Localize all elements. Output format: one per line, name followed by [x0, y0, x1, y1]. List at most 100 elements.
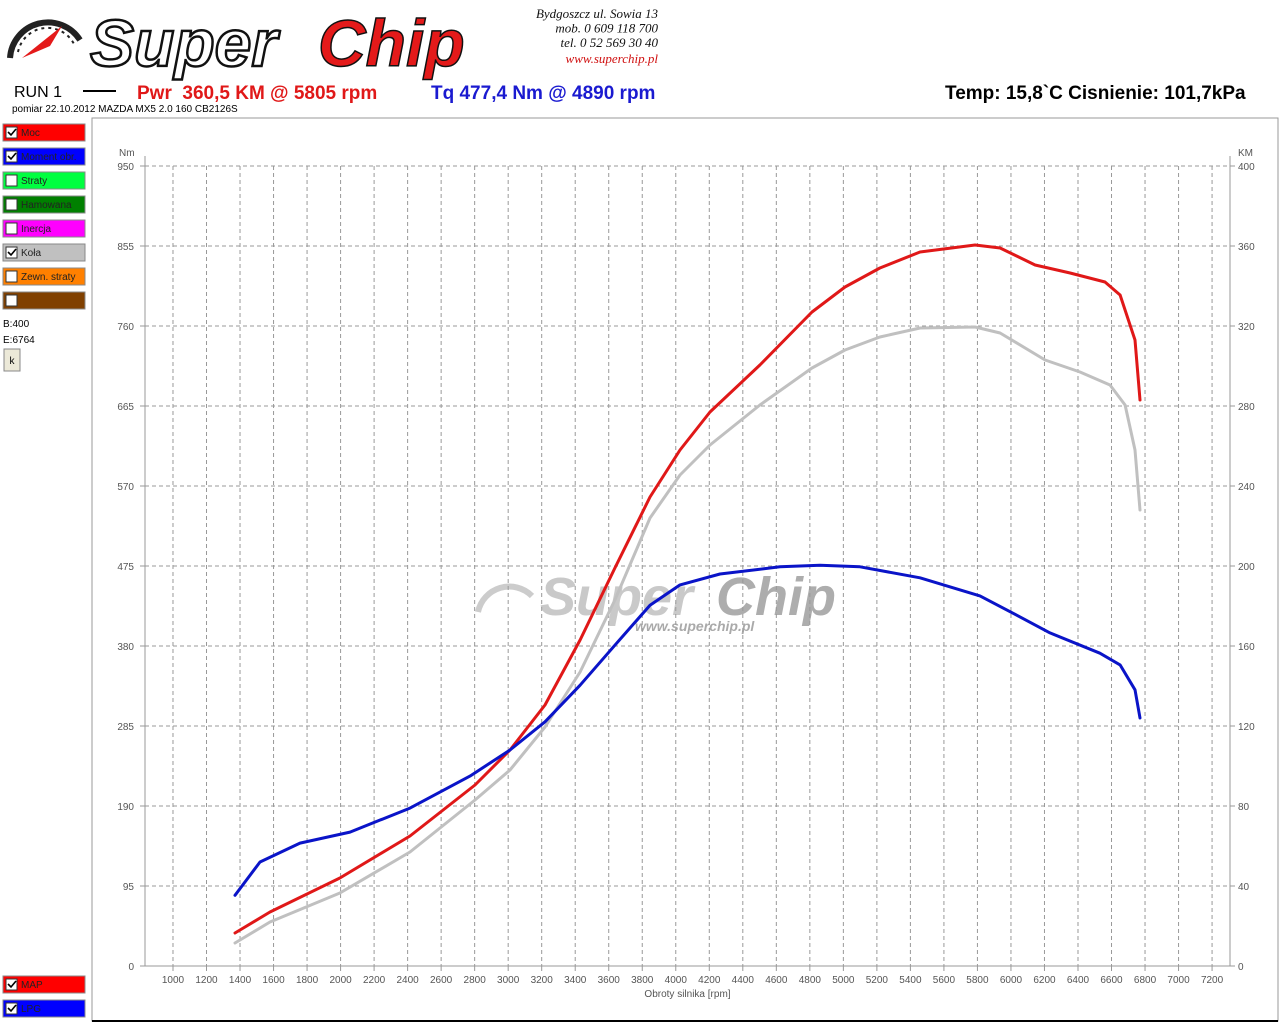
y2-tick-label: 240: [1238, 482, 1255, 493]
checkbox[interactable]: [5, 222, 18, 235]
panel-label: Straty: [21, 176, 47, 187]
y-axis-label: Nm: [119, 148, 135, 159]
checkbox[interactable]: [5, 246, 18, 259]
series-line: [233, 563, 1142, 897]
k-button[interactable]: [3, 348, 21, 372]
power-summary: Pwr 360,5 KM @ 5805 rpm: [137, 83, 377, 104]
y2-tick-label: 200: [1238, 562, 1255, 573]
y2-tick-label: 120: [1238, 722, 1255, 733]
checkbox[interactable]: [5, 198, 18, 211]
x-axis-label: Obroty silnika [rpm]: [644, 989, 730, 1000]
panel-label: Inercja: [21, 224, 51, 235]
x-tick-label: 2600: [430, 975, 453, 986]
y-tick-label: 665: [117, 402, 134, 413]
panel-label: Moc: [21, 128, 40, 139]
y2-tick-label: 360: [1238, 242, 1255, 253]
x-tick-label: 2800: [464, 975, 487, 986]
panel-swatch[interactable]: [2, 291, 86, 310]
x-tick-label: 1000: [162, 975, 185, 986]
x-tick-label: 4600: [765, 975, 788, 986]
series-line: [233, 243, 1142, 935]
y2-axis-label: KM: [1238, 148, 1253, 159]
k-button-label: k: [10, 356, 16, 367]
series-line: [233, 325, 1142, 945]
watermark-icon: [475, 583, 535, 613]
panel-label: Moment obr.: [21, 152, 77, 163]
end-label: E:6764: [3, 335, 35, 346]
torque-summary: Tq 477,4 Nm @ 4890 rpm: [431, 83, 655, 104]
logo-super: Super: [90, 6, 280, 80]
panel-swatch[interactable]: [2, 975, 86, 994]
x-tick-label: 3000: [497, 975, 520, 986]
x-tick-label: 2400: [396, 975, 419, 986]
logo-chip: Chip: [318, 6, 465, 80]
x-tick-label: 7000: [1167, 975, 1190, 986]
panel-swatch[interactable]: [2, 267, 86, 286]
y-tick-label: 570: [117, 482, 134, 493]
watermark-super: Super: [540, 567, 696, 627]
check-mark: [7, 128, 17, 137]
panel-swatch[interactable]: [2, 219, 86, 238]
x-tick-label: 5000: [832, 975, 855, 986]
x-tick-label: 5800: [966, 975, 989, 986]
x-tick-label: 3800: [631, 975, 654, 986]
x-tick-label: 6800: [1134, 975, 1157, 986]
x-tick-label: 5200: [866, 975, 889, 986]
checkbox[interactable]: [5, 978, 18, 991]
x-tick-label: 4200: [698, 975, 721, 986]
x-tick-label: 6200: [1033, 975, 1056, 986]
watermark-url: www.superchip.pl: [635, 618, 755, 634]
y-tick-label: 190: [117, 802, 134, 813]
y-tick-label: 95: [123, 882, 135, 893]
checkbox[interactable]: [5, 174, 18, 187]
y-tick-label: 380: [117, 642, 134, 653]
x-tick-label: 3200: [531, 975, 554, 986]
x-tick-label: 1600: [262, 975, 285, 986]
x-tick-label: 4400: [732, 975, 755, 986]
y2-tick-label: 40: [1238, 882, 1250, 893]
y-tick-label: 0: [128, 962, 134, 973]
y2-tick-label: 0: [1238, 962, 1244, 973]
x-tick-label: 5400: [899, 975, 922, 986]
x-tick-label: 2000: [329, 975, 352, 986]
address-line: Bydgoszcz ul. Sowia 13: [536, 6, 659, 21]
x-tick-label: 7200: [1201, 975, 1224, 986]
checkbox[interactable]: [5, 270, 18, 283]
y-tick-label: 855: [117, 242, 134, 253]
conditions: Temp: 15,8`C Cisnienie: 101,7kPa: [945, 83, 1246, 104]
side-panel: Moc Moment obr. Straty Hamowana Inercja Koła Z…: [2, 123, 86, 1018]
y2-tick-label: 320: [1238, 322, 1255, 333]
panel-label: Koła: [21, 248, 41, 259]
panel-swatch[interactable]: [2, 171, 86, 190]
y2-tick-label: 280: [1238, 402, 1255, 413]
y-tick-label: 475: [117, 562, 134, 573]
website: www.superchip.pl: [566, 51, 659, 66]
begin-label: B:400: [3, 319, 30, 330]
checkbox[interactable]: [5, 150, 18, 163]
x-tick-label: 1400: [229, 975, 252, 986]
x-tick-label: 6400: [1067, 975, 1090, 986]
x-tick-label: 1200: [195, 975, 218, 986]
x-tick-label: 4800: [799, 975, 822, 986]
panel-swatch[interactable]: [2, 243, 86, 262]
x-tick-label: 1800: [296, 975, 319, 986]
y-tick-label: 950: [117, 162, 134, 173]
y2-tick-label: 80: [1238, 802, 1250, 813]
panel-swatch[interactable]: [2, 123, 86, 142]
panel-swatch[interactable]: [2, 999, 86, 1018]
x-tick-label: 6000: [1000, 975, 1023, 986]
checkbox[interactable]: [5, 294, 18, 307]
panel-swatch[interactable]: [2, 147, 86, 166]
panel-label: LPG: [21, 1004, 41, 1015]
checkbox[interactable]: [5, 1002, 18, 1015]
checkbox[interactable]: [5, 126, 18, 139]
logo-icon: [7, 19, 83, 59]
panel-label: MAP: [21, 980, 43, 991]
panel-label: Hamowana: [21, 200, 72, 211]
y2-tick-label: 160: [1238, 642, 1255, 653]
panel-swatch[interactable]: [2, 195, 86, 214]
